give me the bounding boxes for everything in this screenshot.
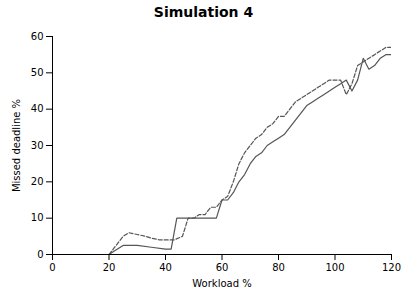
svg-text:Missed deadline %: Missed deadline % (11, 99, 22, 192)
svg-text:60: 60 (31, 31, 44, 42)
svg-text:20: 20 (31, 176, 44, 187)
svg-text:0: 0 (37, 249, 43, 260)
svg-text:0: 0 (49, 262, 55, 273)
svg-text:80: 80 (272, 262, 285, 273)
svg-text:40: 40 (31, 103, 44, 114)
html-text:Simulation 4: Simulation 4 (153, 4, 254, 20)
svg-text:100: 100 (325, 262, 344, 273)
svg-text:20: 20 (103, 262, 116, 273)
svg-text:10: 10 (31, 212, 44, 223)
svg-text:30: 30 (31, 140, 44, 151)
svg-text:Workload %: Workload % (192, 278, 251, 289)
svg-text:120: 120 (382, 262, 401, 273)
svg-text:50: 50 (31, 67, 44, 78)
svg-text:60: 60 (216, 262, 229, 273)
svg-text:40: 40 (159, 262, 172, 273)
